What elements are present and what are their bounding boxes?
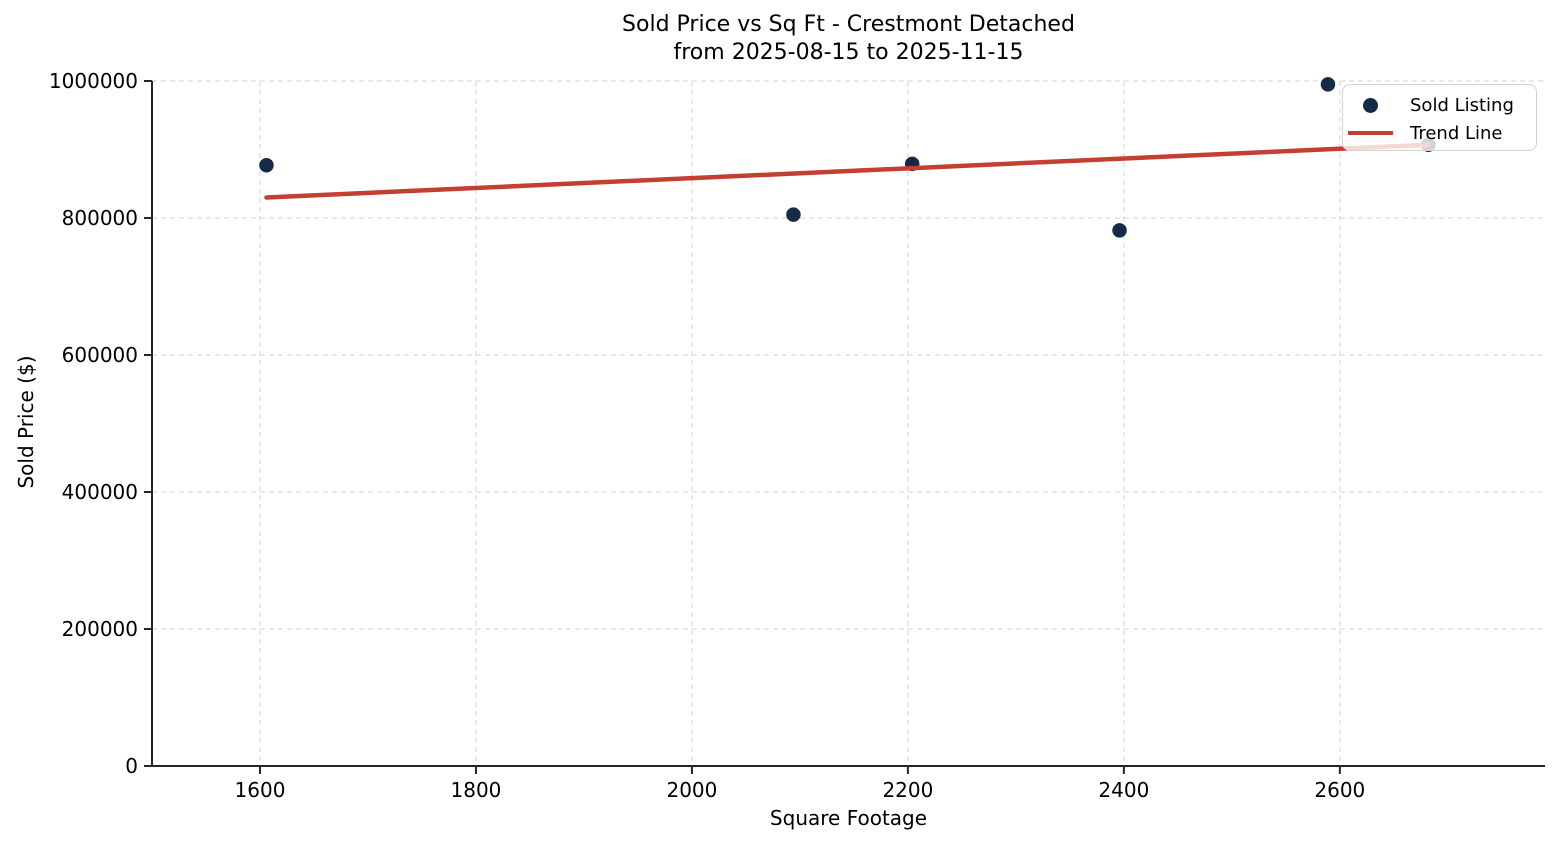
x-tick-label: 2200 <box>882 778 933 802</box>
x-axis-label: Square Footage <box>769 806 928 830</box>
chart-title-line-2: from 2025-08-15 to 2025-11-15 <box>673 40 1024 65</box>
x-tick-label: 2400 <box>1098 778 1149 802</box>
y-tick-label: 200000 <box>62 617 138 641</box>
x-tick-label: 2600 <box>1314 778 1365 802</box>
sold-listing-point <box>786 207 801 222</box>
trend-line-marker <box>1348 130 1393 136</box>
y-tick-label: 1000000 <box>49 69 138 93</box>
chart-title-line-1: Sold Price vs Sq Ft - Crestmont Detached <box>622 12 1075 37</box>
y-tick-label: 600000 <box>62 343 138 367</box>
trend-line <box>264 142 1431 200</box>
sold-listing-dot-marker <box>1363 97 1378 113</box>
y-tick-label: 0 <box>125 754 138 778</box>
legend-label-sold-listing: Sold Listing <box>1410 94 1514 116</box>
legend-item-trend-line: Trend Line <box>1343 119 1536 147</box>
x-tick-label: 1600 <box>235 778 286 802</box>
x-tick-label: 1800 <box>451 778 502 802</box>
y-tick-label: 800000 <box>62 206 138 230</box>
legend-item-sold-listing: Sold Listing <box>1343 91 1536 119</box>
legend-marker-cell <box>1343 97 1398 113</box>
y-axis-label: Sold Price ($) <box>14 355 38 489</box>
sold-listing-point <box>1112 223 1127 238</box>
sold-listing-point <box>1320 77 1336 92</box>
chart-title: Sold Price vs Sq Ft - Crestmont Detached… <box>152 11 1545 67</box>
legend-marker-cell <box>1343 130 1398 136</box>
legend: Sold Listing Trend Line <box>1342 84 1537 151</box>
sold-listing-point <box>259 158 274 173</box>
legend-label-trend-line: Trend Line <box>1410 122 1503 144</box>
x-tick-label: 2000 <box>666 778 717 802</box>
y-tick-label: 400000 <box>62 480 138 504</box>
